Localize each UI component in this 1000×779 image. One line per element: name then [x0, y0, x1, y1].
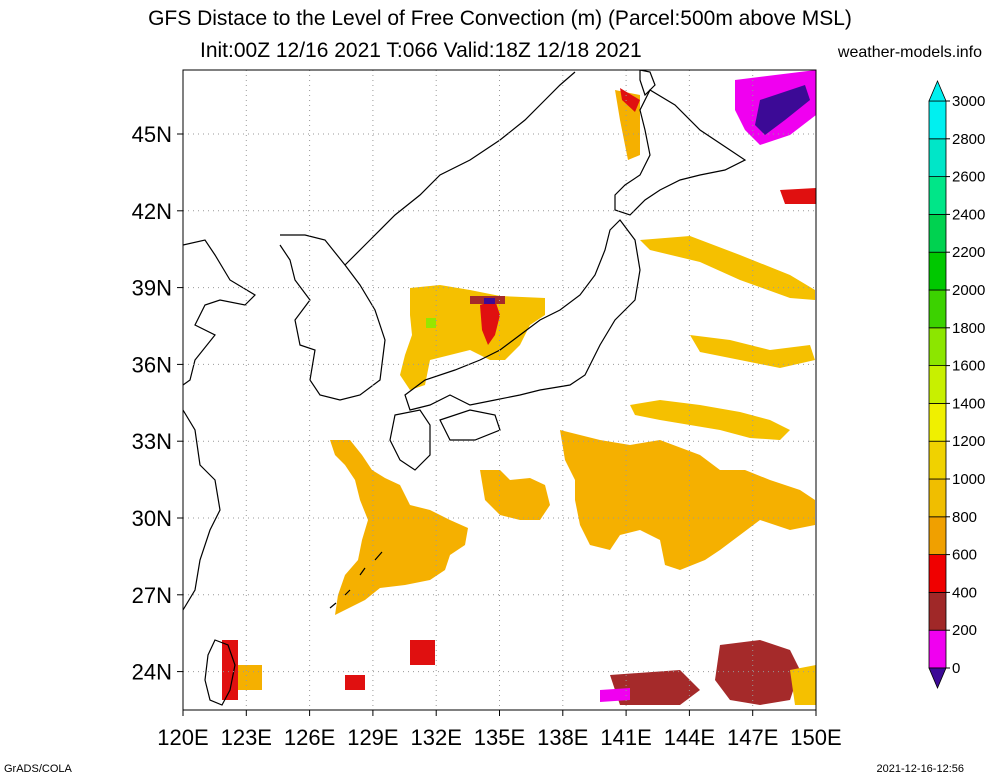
footer-timestamp: 2021-12-16-12:56: [876, 763, 964, 775]
lon-tick-label: 132E: [411, 725, 462, 750]
map-area: [183, 70, 816, 710]
coastline-taiwan: [204, 639, 236, 706]
field-layer: [222, 70, 816, 705]
field-patch-sw-orange: [238, 665, 262, 690]
coastline-russia-east: [344, 71, 576, 266]
coastlines: [183, 70, 747, 706]
lon-tick-label: 120E: [157, 725, 208, 750]
lat-tick-label: 39N: [132, 276, 172, 301]
colorbar-label: 1200: [952, 433, 985, 450]
field-patch-ne-purple: [755, 85, 810, 135]
field-patch-se-brown-2: [610, 670, 700, 705]
lon-tick-label: 147E: [727, 725, 778, 750]
field-patch-se-magenta: [600, 688, 630, 702]
colorbar-segment: [928, 440, 947, 480]
field-patch-se-red-1: [410, 640, 435, 665]
field-patch-ecs: [330, 440, 468, 615]
coastline-korea: [279, 234, 386, 401]
coastline-sakhalin: [639, 70, 656, 97]
lon-tick-label: 150E: [790, 725, 841, 750]
field-patch-sw-red: [222, 640, 238, 700]
field-patch-lfc-purple: [484, 298, 495, 304]
field-patch-hokkaido-red: [620, 88, 640, 112]
colorbar-label: 2200: [952, 244, 985, 261]
field-patch-lfc-green: [426, 318, 436, 328]
lon-tick-label: 126E: [284, 725, 335, 750]
colorbar-label: 2400: [952, 206, 985, 223]
colorbar-label: 200: [952, 622, 977, 639]
lat-tick-label: 30N: [132, 506, 172, 531]
colorbar-label: 2800: [952, 131, 985, 148]
colorbar-segment: [928, 138, 947, 178]
colorbar-label: 2600: [952, 169, 985, 186]
lon-tick-label: 129E: [347, 725, 398, 750]
colorbar-label: 2000: [952, 282, 985, 299]
lat-tick-label: 42N: [132, 199, 172, 224]
coastline-shikoku: [439, 409, 501, 441]
colorbar-label: 3000: [952, 93, 985, 110]
field-patch-se-red-2: [345, 675, 365, 690]
colorbar-segment: [928, 100, 947, 140]
coastline-hokkaido: [614, 89, 747, 216]
lat-tick-label: 45N: [132, 122, 172, 147]
lat-tick-label: 27N: [132, 583, 172, 608]
colorbar-segment: [928, 554, 947, 593]
lat-tick-label: 24N: [132, 660, 172, 685]
colorbar-segment: [928, 365, 947, 404]
colorbar-segment: [928, 213, 947, 253]
footer-software: GrADS/COLA: [4, 763, 72, 775]
lon-tick-label: 123E: [221, 725, 272, 750]
coastline-honshu: [404, 219, 641, 411]
field-patch-lfc-red: [480, 300, 500, 345]
colorbar-segment: [928, 629, 947, 669]
colorbar-label: 1400: [952, 395, 985, 412]
field-patch-se-brown: [715, 640, 800, 705]
field-patch-japan-sea: [400, 285, 545, 390]
colorbar-segment: [928, 402, 947, 442]
lon-axis: 120E 123E 126E 129E 132E 135E 138E 141E 144E 147E…: [157, 710, 842, 750]
colorbar-label: 1800: [952, 320, 985, 337]
field-patch-se-orange: [790, 665, 816, 705]
colorbar-label: 600: [952, 547, 977, 564]
lon-tick-label: 138E: [537, 725, 588, 750]
coastline-china-east: [183, 409, 221, 611]
colorbar-label: 400: [952, 584, 977, 601]
lat-tick-label: 33N: [132, 429, 172, 454]
coastline-asia-mainland: [183, 239, 256, 386]
field-patch-ne-red: [780, 188, 816, 204]
field-patch-pacific-1: [560, 430, 815, 570]
colorbar-label: 1600: [952, 358, 985, 375]
lon-tick-label: 141E: [600, 725, 651, 750]
chart-title-line1: GFS Distace to the Level of Free Convect…: [148, 7, 852, 30]
coastline-ryukyu: [329, 551, 383, 609]
field-patch-pacific-2: [480, 470, 550, 520]
colorbar-segment: [928, 176, 947, 215]
lat-tick-label: 36N: [132, 352, 172, 377]
colorbar-low-triangle: [928, 667, 947, 690]
colorbar-segment: [928, 327, 947, 366]
colorbar-segment: [928, 516, 947, 555]
colorbar: 0 200 400 600 800 1000 1200 1400 1600 1800 2000 220…: [928, 79, 985, 690]
coastline-kyushu: [389, 409, 431, 471]
field-patch-pacific-3: [630, 400, 790, 440]
gridlines: [183, 70, 816, 710]
colorbar-label: 0: [952, 660, 960, 677]
chart-title-line2: Init:00Z 12/16 2021 T:066 Valid:18Z 12/1…: [200, 39, 642, 62]
colorbar-segment: [928, 478, 947, 518]
lat-axis: 24N 27N 30N 33N 36N 39N 42N 45N: [132, 122, 183, 685]
source-site-label: weather-models.info: [837, 44, 982, 61]
lon-tick-label: 135E: [474, 725, 525, 750]
colorbar-segment: [928, 592, 947, 631]
colorbar-label: 1000: [952, 471, 985, 488]
field-streak-1: [640, 236, 815, 300]
colorbar-segment: [928, 251, 947, 291]
colorbar-high-triangle: [928, 79, 947, 102]
colorbar-segment: [928, 289, 947, 329]
lon-tick-label: 144E: [664, 725, 715, 750]
field-streak-2: [690, 335, 815, 368]
colorbar-label: 800: [952, 509, 977, 526]
